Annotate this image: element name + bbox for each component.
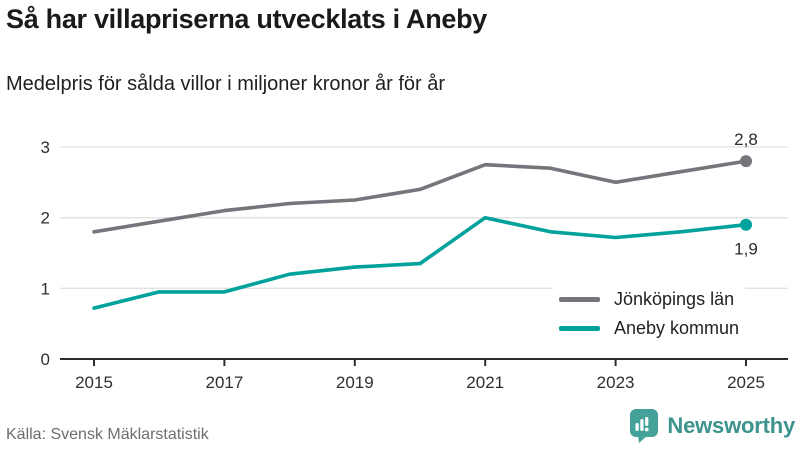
series-endpoint-1 (740, 218, 752, 231)
x-tick-label-2015: 2015 (75, 373, 113, 392)
newsworthy-bubble-chart-icon (630, 409, 659, 443)
x-tick-label-2017: 2017 (205, 373, 243, 392)
series-end-label-0: 2,8 (734, 130, 758, 149)
x-tick-label-2025: 2025 (727, 373, 765, 392)
x-tick-label-2021: 2021 (466, 373, 504, 392)
y-tick-label-2: 2 (41, 209, 50, 228)
source-note: Källa: Svensk Mäklarstatistik (6, 426, 209, 443)
series-line-1 (92, 215, 748, 310)
y-tick-label-0: 0 (41, 350, 50, 369)
y-tick-label-3: 3 (41, 138, 50, 157)
chart-legend: Jönköpings län Aneby kommun (553, 283, 746, 345)
newsworthy-wordmark: Newsworthy (667, 412, 795, 438)
legend-label-aneby-kommun: Aneby kommun (614, 318, 740, 338)
x-tick-label-2023: 2023 (597, 373, 635, 392)
legend-item-jonkopings-lan: Jönköpings län (559, 285, 739, 314)
series-endpoint-0 (740, 155, 752, 168)
legend-swatch-aneby-kommun (559, 326, 600, 331)
series-end-label-1: 1,9 (734, 240, 758, 259)
newsworthy-logo[interactable]: Newsworthy (629, 408, 795, 443)
x-tick-label-2019: 2019 (336, 373, 374, 392)
chart-title: Så har villapriserna utvecklats i Aneby (6, 4, 488, 34)
series-line-0 (92, 159, 748, 234)
legend-item-aneby-kommun: Aneby kommun (559, 314, 739, 343)
legend-swatch-jonkopings-lan (559, 297, 600, 302)
legend-label-jonkopings-lan: Jönköpings län (614, 289, 735, 309)
y-tick-label-1: 1 (41, 279, 50, 298)
chart-subtitle: Medelpris för sålda villor i miljoner kr… (6, 73, 446, 95)
